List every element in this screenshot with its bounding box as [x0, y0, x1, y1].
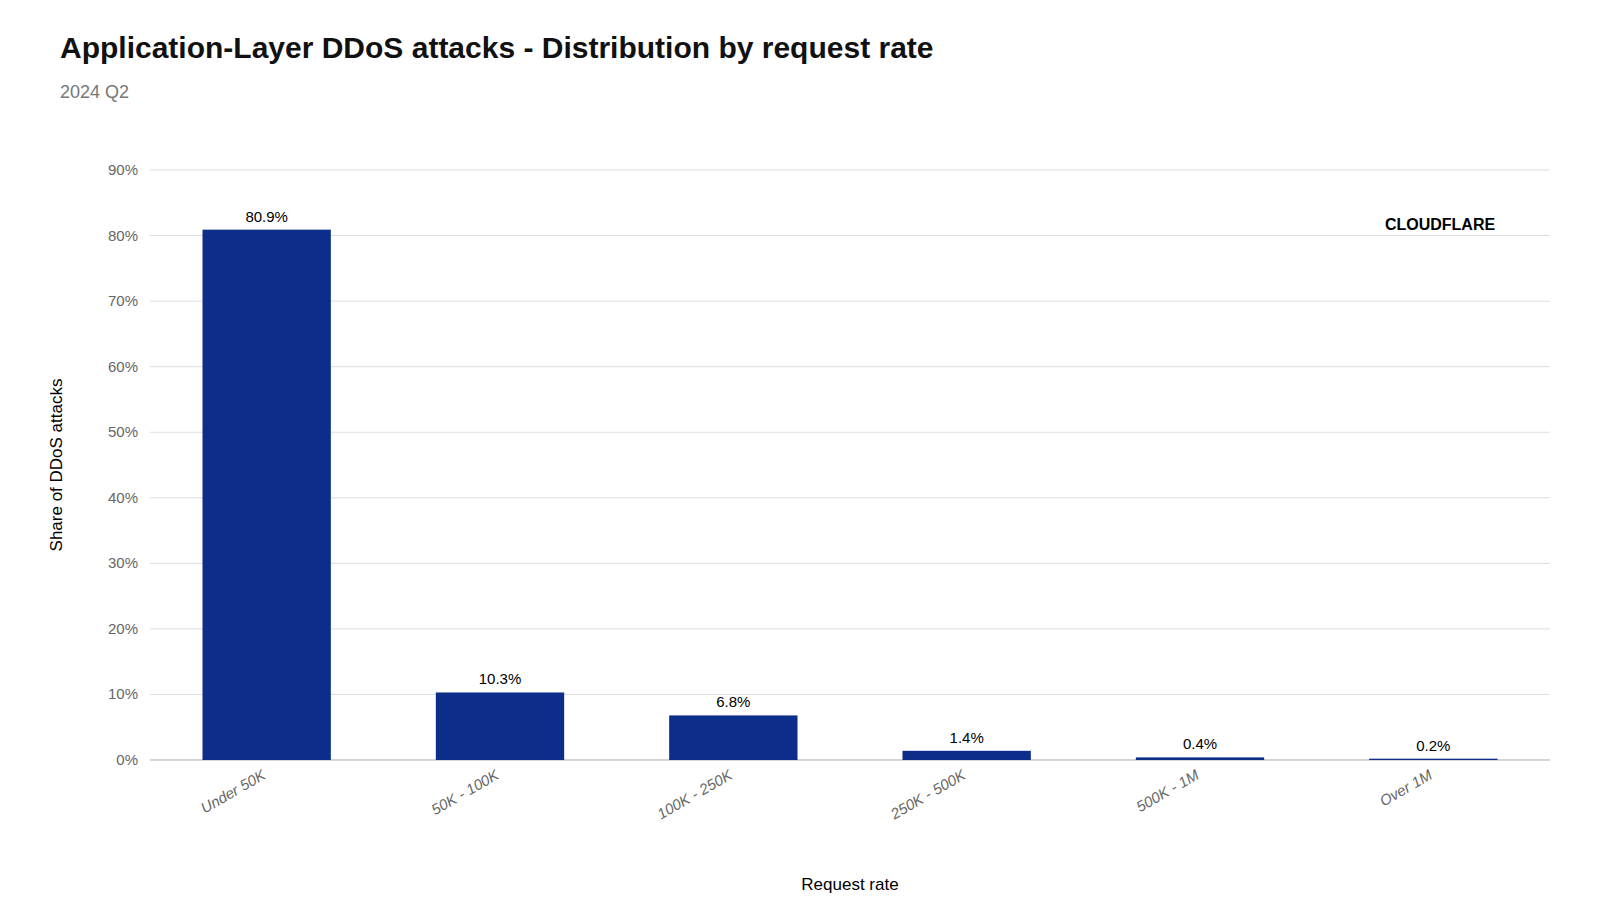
x-tick-label: 250K - 500K [887, 765, 969, 822]
grid-line [150, 432, 1550, 433]
x-tick-label: Under 50K [198, 765, 269, 816]
background [0, 0, 1600, 923]
x-axis-line [150, 760, 1550, 761]
data-labels: 80.9% 10.3% 6.8% 1.4% 0.4% 0.2% [245, 208, 1450, 754]
chart-container: Application-Layer DDoS attacks - Distrib… [0, 0, 1600, 923]
y-tick-label: 30% [108, 554, 138, 571]
grid-line [150, 366, 1550, 367]
x-tick-label: 50K - 100K [428, 765, 502, 818]
y-tick-label: 0% [116, 751, 138, 768]
grid-line [150, 301, 1550, 302]
grid [150, 170, 1550, 760]
grid-line [150, 497, 1550, 498]
data-label: 10.3% [479, 670, 522, 687]
x-tick-label: 100K - 250K [654, 765, 736, 822]
title: Application-Layer DDoS attacks - Distrib… [60, 31, 934, 64]
grid-line [150, 760, 1550, 761]
y-tick-label: 70% [108, 292, 138, 309]
y-tick-label: 80% [108, 227, 138, 244]
bar [1369, 759, 1497, 760]
data-label: 1.4% [950, 729, 984, 746]
grid-line [150, 628, 1550, 629]
bar [669, 715, 797, 760]
y-axis-label: Share of DDoS attacks [47, 379, 66, 552]
chart-svg: Application-Layer DDoS attacks - Distrib… [0, 0, 1600, 923]
grid-line [150, 694, 1550, 695]
y-tick-label: 60% [108, 358, 138, 375]
x-axis-label: Request rate [801, 875, 898, 894]
data-label: 6.8% [716, 693, 750, 710]
x-tick-label: 500K - 1M [1133, 766, 1202, 816]
y-tick-label: 20% [108, 620, 138, 637]
y-tick-label: 90% [108, 161, 138, 178]
data-label: 0.4% [1183, 735, 1217, 752]
y-tick-label: 50% [108, 423, 138, 440]
data-label: 80.9% [245, 208, 288, 225]
grid-line [150, 170, 1550, 171]
y-axis: 0% 10% 20% 30% 40% 50% 60% 70% 80% 90% [108, 161, 138, 768]
annotation: CLOUDFLARE [1385, 216, 1496, 233]
bar [436, 692, 564, 760]
grid-line [150, 563, 1550, 564]
grid-line [150, 235, 1550, 236]
y-tick-label: 40% [108, 489, 138, 506]
subtitle: 2024 Q2 [60, 82, 129, 102]
y-tick-label: 10% [108, 685, 138, 702]
bar [203, 230, 331, 760]
x-tick-label: Over 1M [1377, 766, 1436, 810]
bars [203, 230, 1498, 760]
bar [1136, 757, 1264, 760]
data-label: 0.2% [1416, 737, 1450, 754]
x-axis: Under 50K 50K - 100K 100K - 250K 250K - 500… [198, 765, 1436, 822]
bar [903, 751, 1031, 760]
